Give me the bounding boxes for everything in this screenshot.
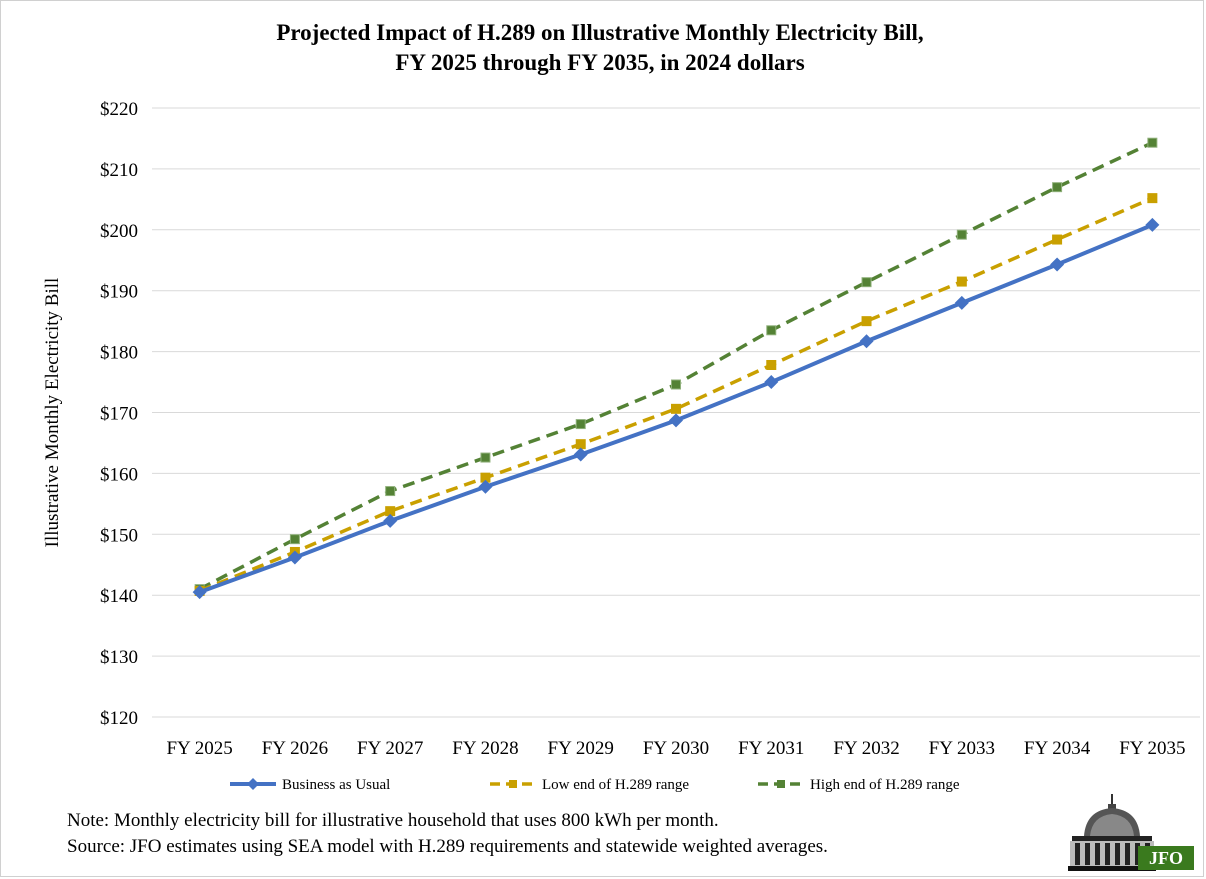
data-point	[669, 413, 683, 428]
data-point	[287, 550, 302, 565]
gridlines	[152, 107, 1200, 657]
chart-note: Note: Monthly electricity bill for illus…	[67, 808, 828, 860]
y-axis-label: Illustrative Monthly Electricity Bill	[42, 278, 63, 548]
x-axis-ticks: FY 2025 FY 2026 FY 2027 FY 2028 FY 2029 FY 20…	[166, 738, 1185, 759]
data-point	[766, 325, 777, 336]
data-point	[575, 439, 586, 450]
data-point	[192, 585, 207, 600]
legend-item: Business as Usual	[230, 777, 390, 793]
note-text: Note: Monthly electricity bill for illus…	[67, 810, 719, 831]
legend-marker	[777, 780, 785, 788]
jfo-logo: JFO	[1068, 794, 1194, 871]
data-point	[954, 295, 969, 310]
data-point	[383, 513, 398, 528]
data-point	[385, 486, 396, 497]
x-tick-label: FY 2028	[452, 738, 518, 759]
y-tick-label: $220	[100, 99, 138, 120]
legend-marker	[247, 778, 259, 790]
legend-item: Low end of H.289 range	[490, 777, 689, 793]
y-tick-label: $170	[100, 404, 138, 425]
y-tick-label: $210	[100, 160, 138, 181]
data-point	[575, 419, 586, 430]
legend-label: High end of H.289 range	[810, 777, 960, 793]
data-point	[1050, 257, 1065, 272]
y-tick-label: $180	[100, 343, 138, 364]
legend-label: Business as Usual	[282, 777, 390, 793]
data-point	[573, 447, 588, 462]
data-point	[956, 229, 967, 240]
y-tick-label: $160	[100, 464, 138, 485]
series-line	[198, 196, 1154, 593]
data-point	[289, 534, 300, 545]
logo-text: JFO	[1149, 848, 1183, 868]
data-point	[1145, 217, 1160, 232]
x-tick-label: FY 2027	[357, 738, 423, 759]
data-point	[956, 276, 967, 287]
x-tick-label: FY 2035	[1119, 738, 1185, 759]
chart-title-line-1: Projected Impact of H.289 on Illustrativ…	[276, 20, 924, 45]
data-point	[1147, 193, 1158, 204]
x-tick-label: FY 2031	[738, 738, 804, 759]
data-point	[1147, 137, 1158, 148]
data-point	[766, 359, 777, 370]
data-point	[480, 452, 491, 463]
x-tick-label: FY 2032	[833, 738, 899, 759]
x-tick-label: FY 2034	[1024, 738, 1091, 759]
series-line	[198, 141, 1154, 591]
data-point	[671, 379, 681, 390]
logo-badge	[1138, 846, 1194, 870]
x-tick-label: FY 2033	[929, 738, 995, 759]
x-tick-label: FY 2026	[262, 738, 328, 759]
data-point	[859, 334, 874, 349]
legend-marker	[509, 780, 517, 788]
series-1	[194, 193, 1158, 596]
x-tick-label: FY 2029	[548, 738, 614, 759]
data-point	[1052, 182, 1063, 193]
data-point	[1052, 234, 1063, 245]
y-tick-label: $200	[100, 221, 138, 242]
source-text: Source: JFO estimates using SEA model wi…	[67, 836, 828, 857]
chart-title: Projected Impact of H.289 on Illustrativ…	[100, 18, 1100, 78]
legend-label: Low end of H.289 range	[542, 777, 689, 793]
data-point	[764, 375, 779, 390]
y-axis-ticks: $120 $130 $140 $150 $160 $170 $180 $190 $200 $210…	[100, 99, 138, 729]
series-lines	[192, 137, 1160, 600]
y-tick-label: $130	[100, 647, 138, 668]
legend: Business as Usual Low end of H.289 range H…	[230, 777, 960, 793]
data-point	[671, 403, 681, 414]
legend-item: High end of H.289 range	[758, 777, 960, 793]
y-tick-label: $120	[100, 708, 138, 729]
data-point	[861, 316, 872, 327]
series-0	[192, 217, 1160, 600]
y-tick-label: $140	[100, 586, 138, 607]
x-tick-label: FY 2030	[643, 738, 709, 759]
chart-title-line-2: FY 2025 through FY 2035, in 2024 dollars	[395, 50, 805, 75]
y-tick-label: $150	[100, 525, 138, 546]
data-point	[861, 277, 872, 288]
series-2	[194, 137, 1158, 595]
data-point	[478, 479, 493, 494]
y-tick-label: $190	[100, 282, 138, 303]
x-tick-label: FY 2025	[166, 738, 232, 759]
